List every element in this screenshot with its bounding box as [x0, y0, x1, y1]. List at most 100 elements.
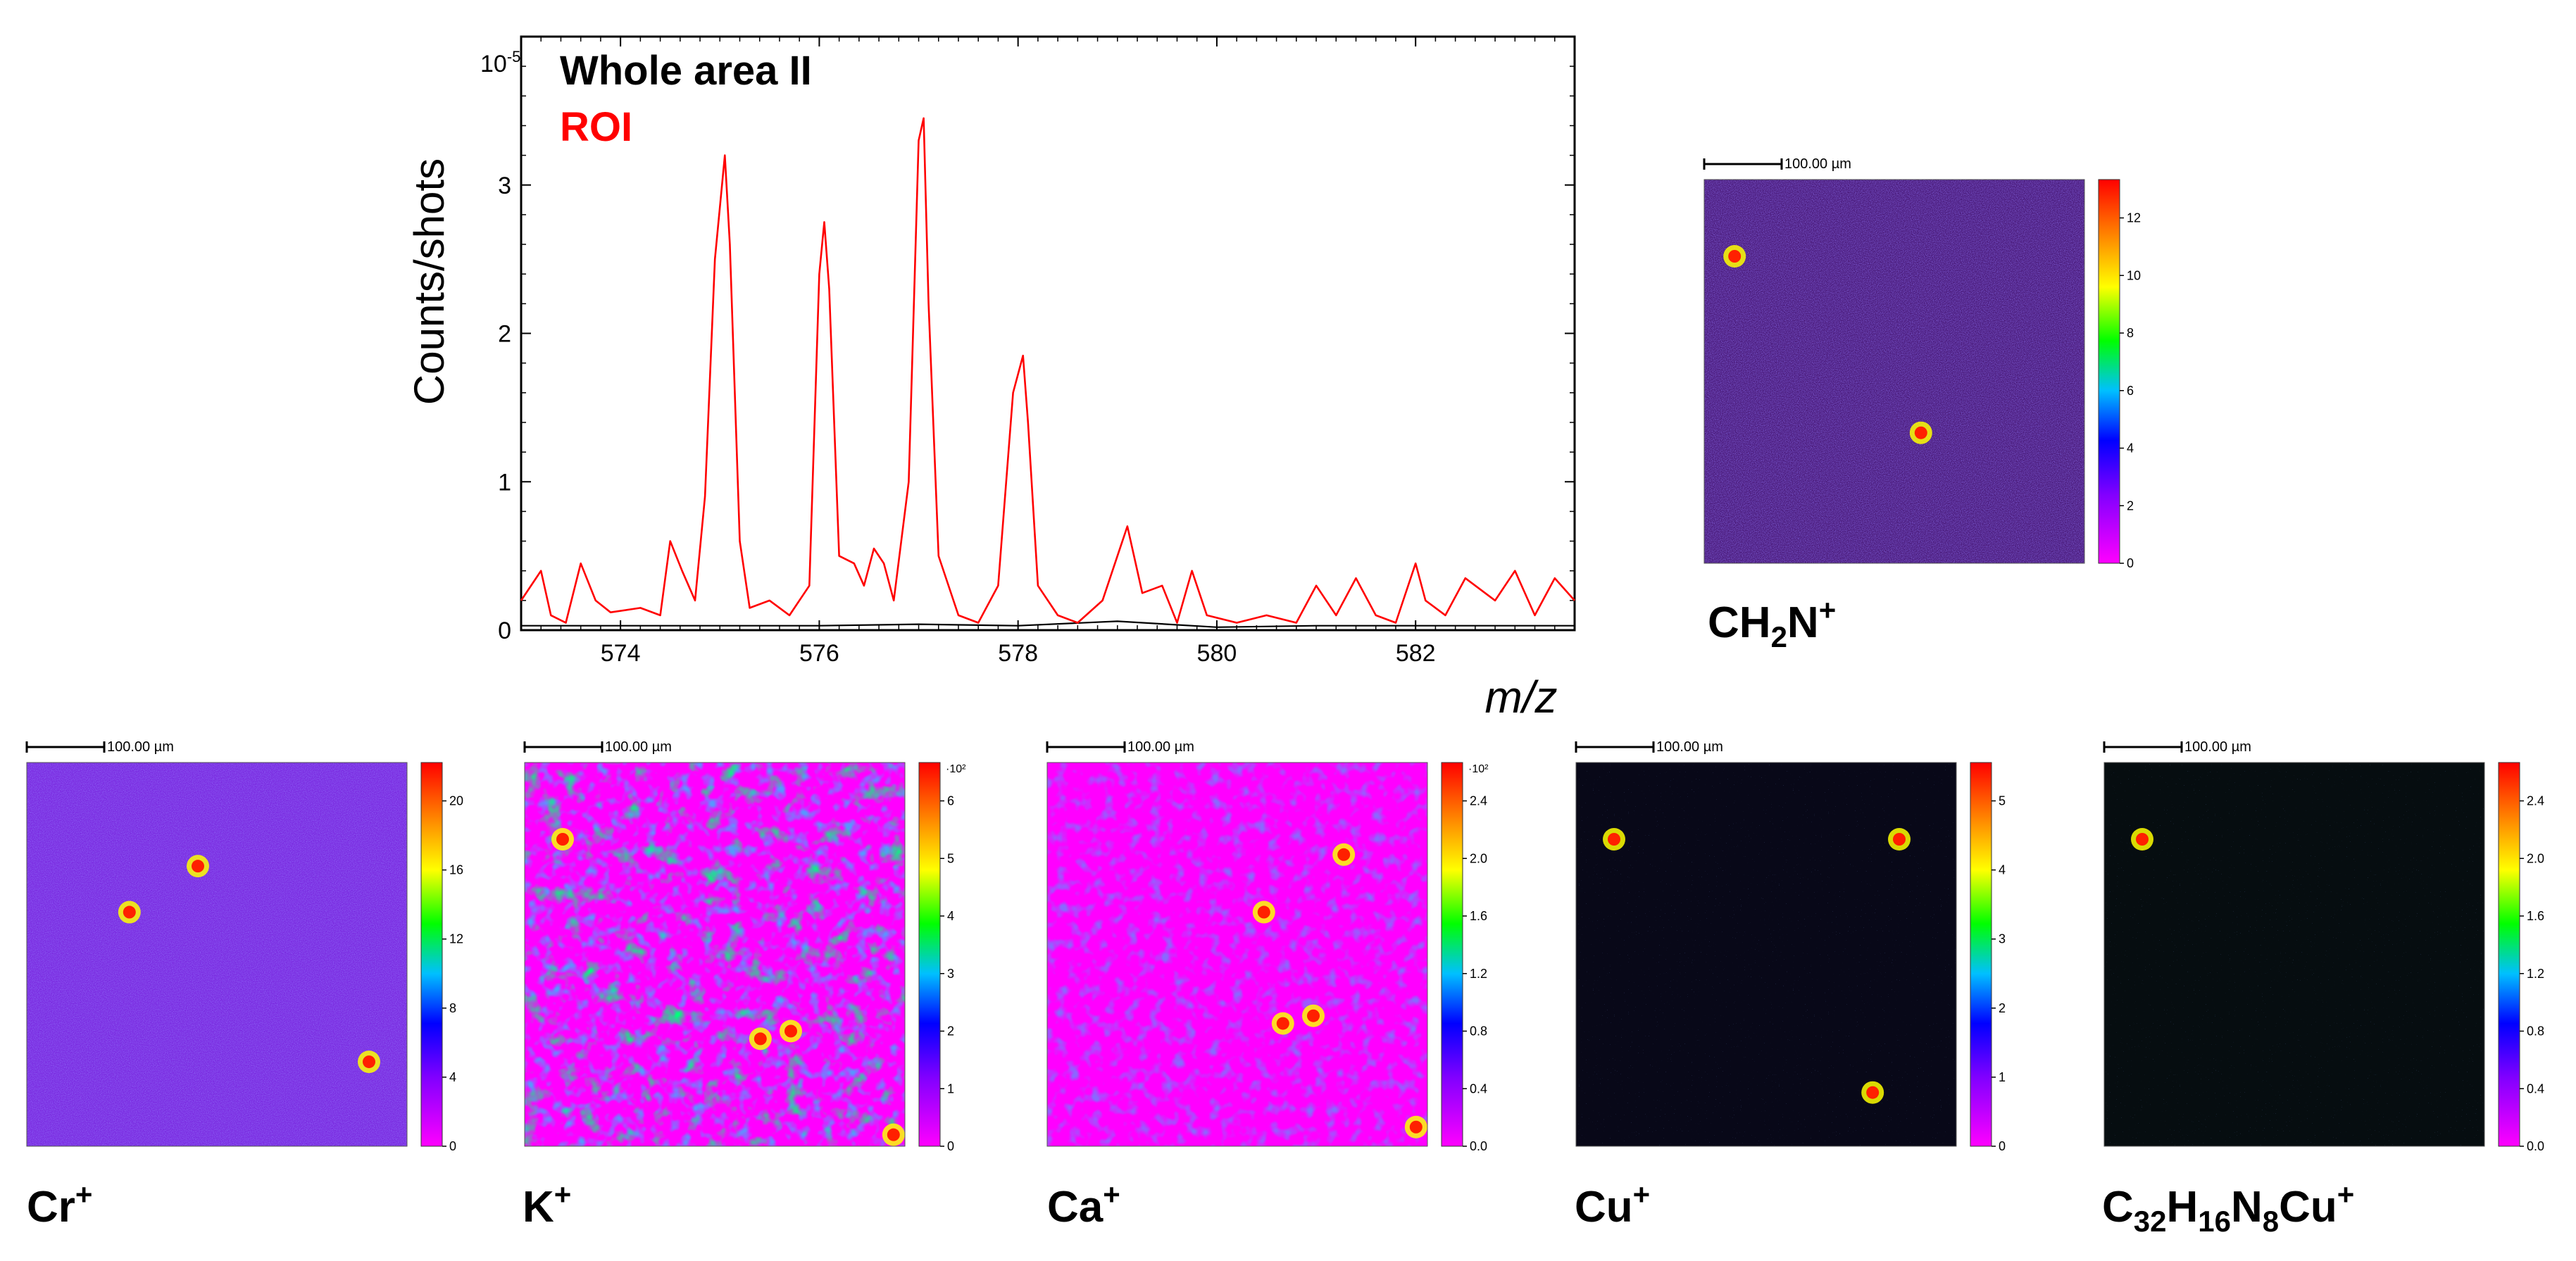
colorbar	[420, 762, 443, 1147]
y-exponent-base: 10	[480, 51, 507, 77]
colorbar-tick-label: 0.4	[2527, 1081, 2544, 1096]
legend-whole-area: Whole area II	[560, 48, 812, 94]
colorbar-tick-label: 2	[1999, 1001, 2006, 1015]
colorbar-tick-label: 3	[947, 967, 954, 981]
label-ca-text: Ca	[1047, 1183, 1103, 1231]
colorbar-tick-label: 0.0	[2527, 1139, 2544, 1153]
label-cpc-8: 8	[2263, 1205, 2279, 1238]
ion-image-border	[524, 762, 906, 1147]
series-lines	[520, 117, 1575, 628]
hotspot-core	[754, 1032, 767, 1046]
hotspot-core	[363, 1055, 375, 1069]
ion-image-blobs-green	[525, 763, 905, 1146]
ion-image-border	[1575, 762, 1957, 1147]
ion-image-sparse-pixels	[1576, 763, 1956, 1146]
hotspot-core	[1257, 905, 1270, 919]
axis-ticks: 574 576 578 580 582 0 1 2 3	[498, 37, 1575, 667]
colorbar-tick-label: 0	[1999, 1139, 2006, 1153]
y-tick-label-2: 2	[498, 321, 511, 348]
colorbar-tick-label: 0.4	[1470, 1081, 1487, 1096]
colorbar-tick-label: 1.6	[2527, 909, 2544, 923]
label-ch2n-2: 2	[1771, 620, 1787, 653]
label-cpc: C32H16N8Cu+	[2102, 1178, 2354, 1238]
hotspot-core	[123, 905, 136, 919]
colorbar-tick-label: 2	[2127, 498, 2134, 513]
colorbar-multiplier: ·10²	[1468, 763, 1489, 775]
colorbar-tick-label: 4	[2127, 441, 2134, 456]
label-k-text: K	[523, 1183, 554, 1231]
hotspot-core	[1409, 1120, 1423, 1134]
label-cu-text: Cu	[1575, 1183, 1633, 1231]
label-cpc-plus: +	[2337, 1178, 2355, 1211]
scale-bar-label: 100.00 µm	[2184, 739, 2251, 755]
colorbar-tick-label: 1.2	[2527, 967, 2544, 981]
hotspot-core	[1893, 833, 1906, 846]
scale-bar-label: 100.00 µm	[1784, 156, 1851, 172]
label-cpc-cu: Cu	[2279, 1183, 2337, 1231]
colorbar	[2098, 179, 2120, 564]
colorbar	[1441, 762, 1463, 1147]
label-cpc-c: C	[2102, 1183, 2134, 1231]
series-line-whole-area	[521, 620, 1575, 628]
colorbar-tick-label: 2.0	[1470, 851, 1487, 865]
y-exponent-power: -5	[507, 48, 521, 65]
label-cu-plus: +	[1633, 1178, 1651, 1211]
colorbar-tick-label: 2.4	[2527, 794, 2544, 808]
colorbar-tick-label: 6	[2127, 384, 2134, 398]
colorbar-tick-label: 0.8	[2527, 1024, 2544, 1039]
colorbar-tick-label: 10	[2127, 268, 2141, 282]
hotspot-core	[556, 833, 569, 846]
colorbar-tick-label: 12	[2127, 211, 2141, 225]
colorbar-tick-label: 8	[449, 1001, 456, 1015]
hotspot-core	[1276, 1017, 1289, 1030]
hotspot-core	[1866, 1086, 1880, 1099]
label-cr-plus: +	[75, 1178, 93, 1211]
ion-image-border	[26, 762, 408, 1147]
colorbar-tick-label: 5	[1999, 794, 2006, 808]
label-cr-text: Cr	[27, 1183, 75, 1231]
label-cu: Cu+	[1575, 1178, 1650, 1231]
colorbar-tick-label: 4	[1999, 863, 2006, 877]
colorbar-tick-label: 0	[2127, 556, 2134, 570]
colorbar-tick-label: 6	[947, 794, 954, 808]
colorbar-tick-label: 4	[947, 909, 954, 923]
x-axis-label: m/z	[1484, 672, 1557, 722]
colorbar-tick-label: 12	[449, 932, 463, 946]
colorbar-tick-label: 0	[947, 1139, 954, 1153]
hotspot-core	[784, 1024, 797, 1038]
label-ca-plus: +	[1103, 1178, 1120, 1211]
y-tick-label-1: 1	[498, 469, 511, 496]
y-tick-label-3: 3	[498, 172, 511, 199]
y-tick-label-0: 0	[498, 617, 511, 644]
colorbar-tick-label: 1.6	[1470, 909, 1487, 923]
label-ch2n-ch: CH	[1708, 598, 1771, 647]
label-k-plus: +	[554, 1178, 572, 1211]
ion-image-cu: 100.00 µm 0 1 2 3 4 5	[1575, 739, 2006, 1153]
y-axis-label: Counts/shots	[406, 158, 453, 405]
ion-image-ch2n: 100.00 µm 0 2 4 6 8 10 12	[1703, 156, 2141, 570]
colorbar-tick-label: 2.4	[1470, 794, 1487, 808]
legend-roi: ROI	[560, 104, 632, 150]
colorbar-tick-label: 0.0	[1470, 1139, 1487, 1153]
colorbar-tick-label: 5	[947, 851, 954, 865]
ion-image-border	[1046, 762, 1428, 1147]
x-tick-label-576: 576	[799, 640, 839, 667]
hotspot-core	[1728, 250, 1742, 263]
x-tick-label-574: 574	[601, 640, 641, 667]
ion-image-blobs-blue	[1047, 763, 1427, 1146]
colorbar	[1970, 762, 1992, 1147]
ion-image-ca: 100.00 µm 0.0 0.4 0.8 1.2 1.6 2.0 2.4 ·10²	[1046, 739, 1489, 1153]
label-cpc-h: H	[2167, 1183, 2199, 1231]
label-ch2n-plus: +	[1819, 594, 1837, 627]
colorbar-tick-label: 16	[449, 863, 463, 877]
label-k: K+	[523, 1178, 571, 1231]
scale-bar-label: 100.00 µm	[1656, 739, 1723, 755]
label-ch2n-n: N	[1787, 598, 1819, 647]
series-line-roi	[520, 117, 1575, 624]
hotspot-core	[1914, 426, 1927, 439]
label-ca: Ca+	[1047, 1178, 1120, 1231]
colorbar-tick-label: 1.2	[1470, 967, 1487, 981]
label-cpc-n: N	[2231, 1183, 2263, 1231]
ion-image-cr: 100.00 µm 0 4 8 12 16 20	[25, 739, 463, 1153]
